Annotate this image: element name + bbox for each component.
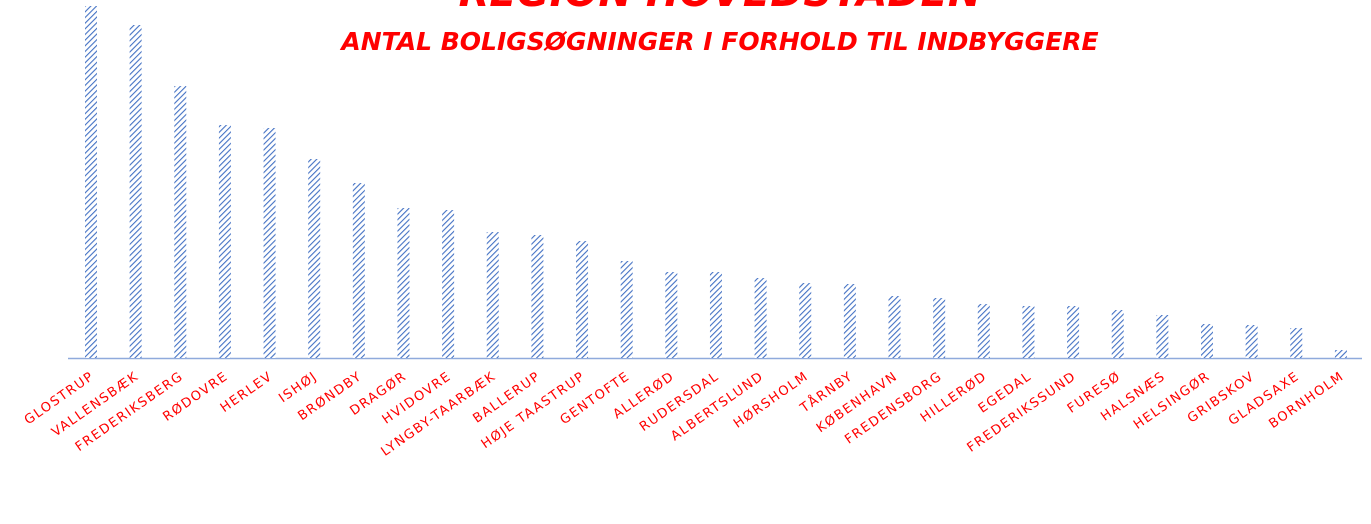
bar xyxy=(709,272,722,358)
bar xyxy=(1201,324,1213,358)
bar xyxy=(620,261,633,358)
bar xyxy=(531,235,544,358)
chart-title: REGION HOVEDSTADEN xyxy=(459,0,982,16)
bar xyxy=(799,283,812,358)
bar xyxy=(1245,325,1258,358)
bar xyxy=(754,278,767,358)
bar xyxy=(1111,310,1124,358)
bar xyxy=(576,241,589,358)
bar xyxy=(665,272,678,358)
bar xyxy=(1067,306,1080,358)
bar xyxy=(933,298,946,358)
bar xyxy=(129,25,142,358)
bar xyxy=(486,232,499,358)
bar xyxy=(263,128,276,358)
bar xyxy=(1022,306,1035,358)
x-tick-label: BORNHOLM xyxy=(1266,369,1347,432)
bar xyxy=(85,6,97,358)
bar xyxy=(442,210,455,358)
x-tick-label: HELSINGØR xyxy=(1131,369,1213,433)
bar xyxy=(888,296,901,358)
bar xyxy=(308,159,321,358)
bar xyxy=(218,125,231,358)
bar xyxy=(1334,350,1347,358)
bar xyxy=(1290,328,1303,358)
bar xyxy=(977,304,990,358)
bar xyxy=(174,86,187,358)
x-tick-label: HØRSHOLM xyxy=(731,369,811,432)
bar xyxy=(843,284,856,358)
bar xyxy=(397,208,410,358)
chart-subtitle: ANTAL BOLIGSØGNINGER I FORHOLD TIL INDBY… xyxy=(339,27,1098,56)
bar xyxy=(352,183,365,358)
bar xyxy=(1156,315,1169,358)
